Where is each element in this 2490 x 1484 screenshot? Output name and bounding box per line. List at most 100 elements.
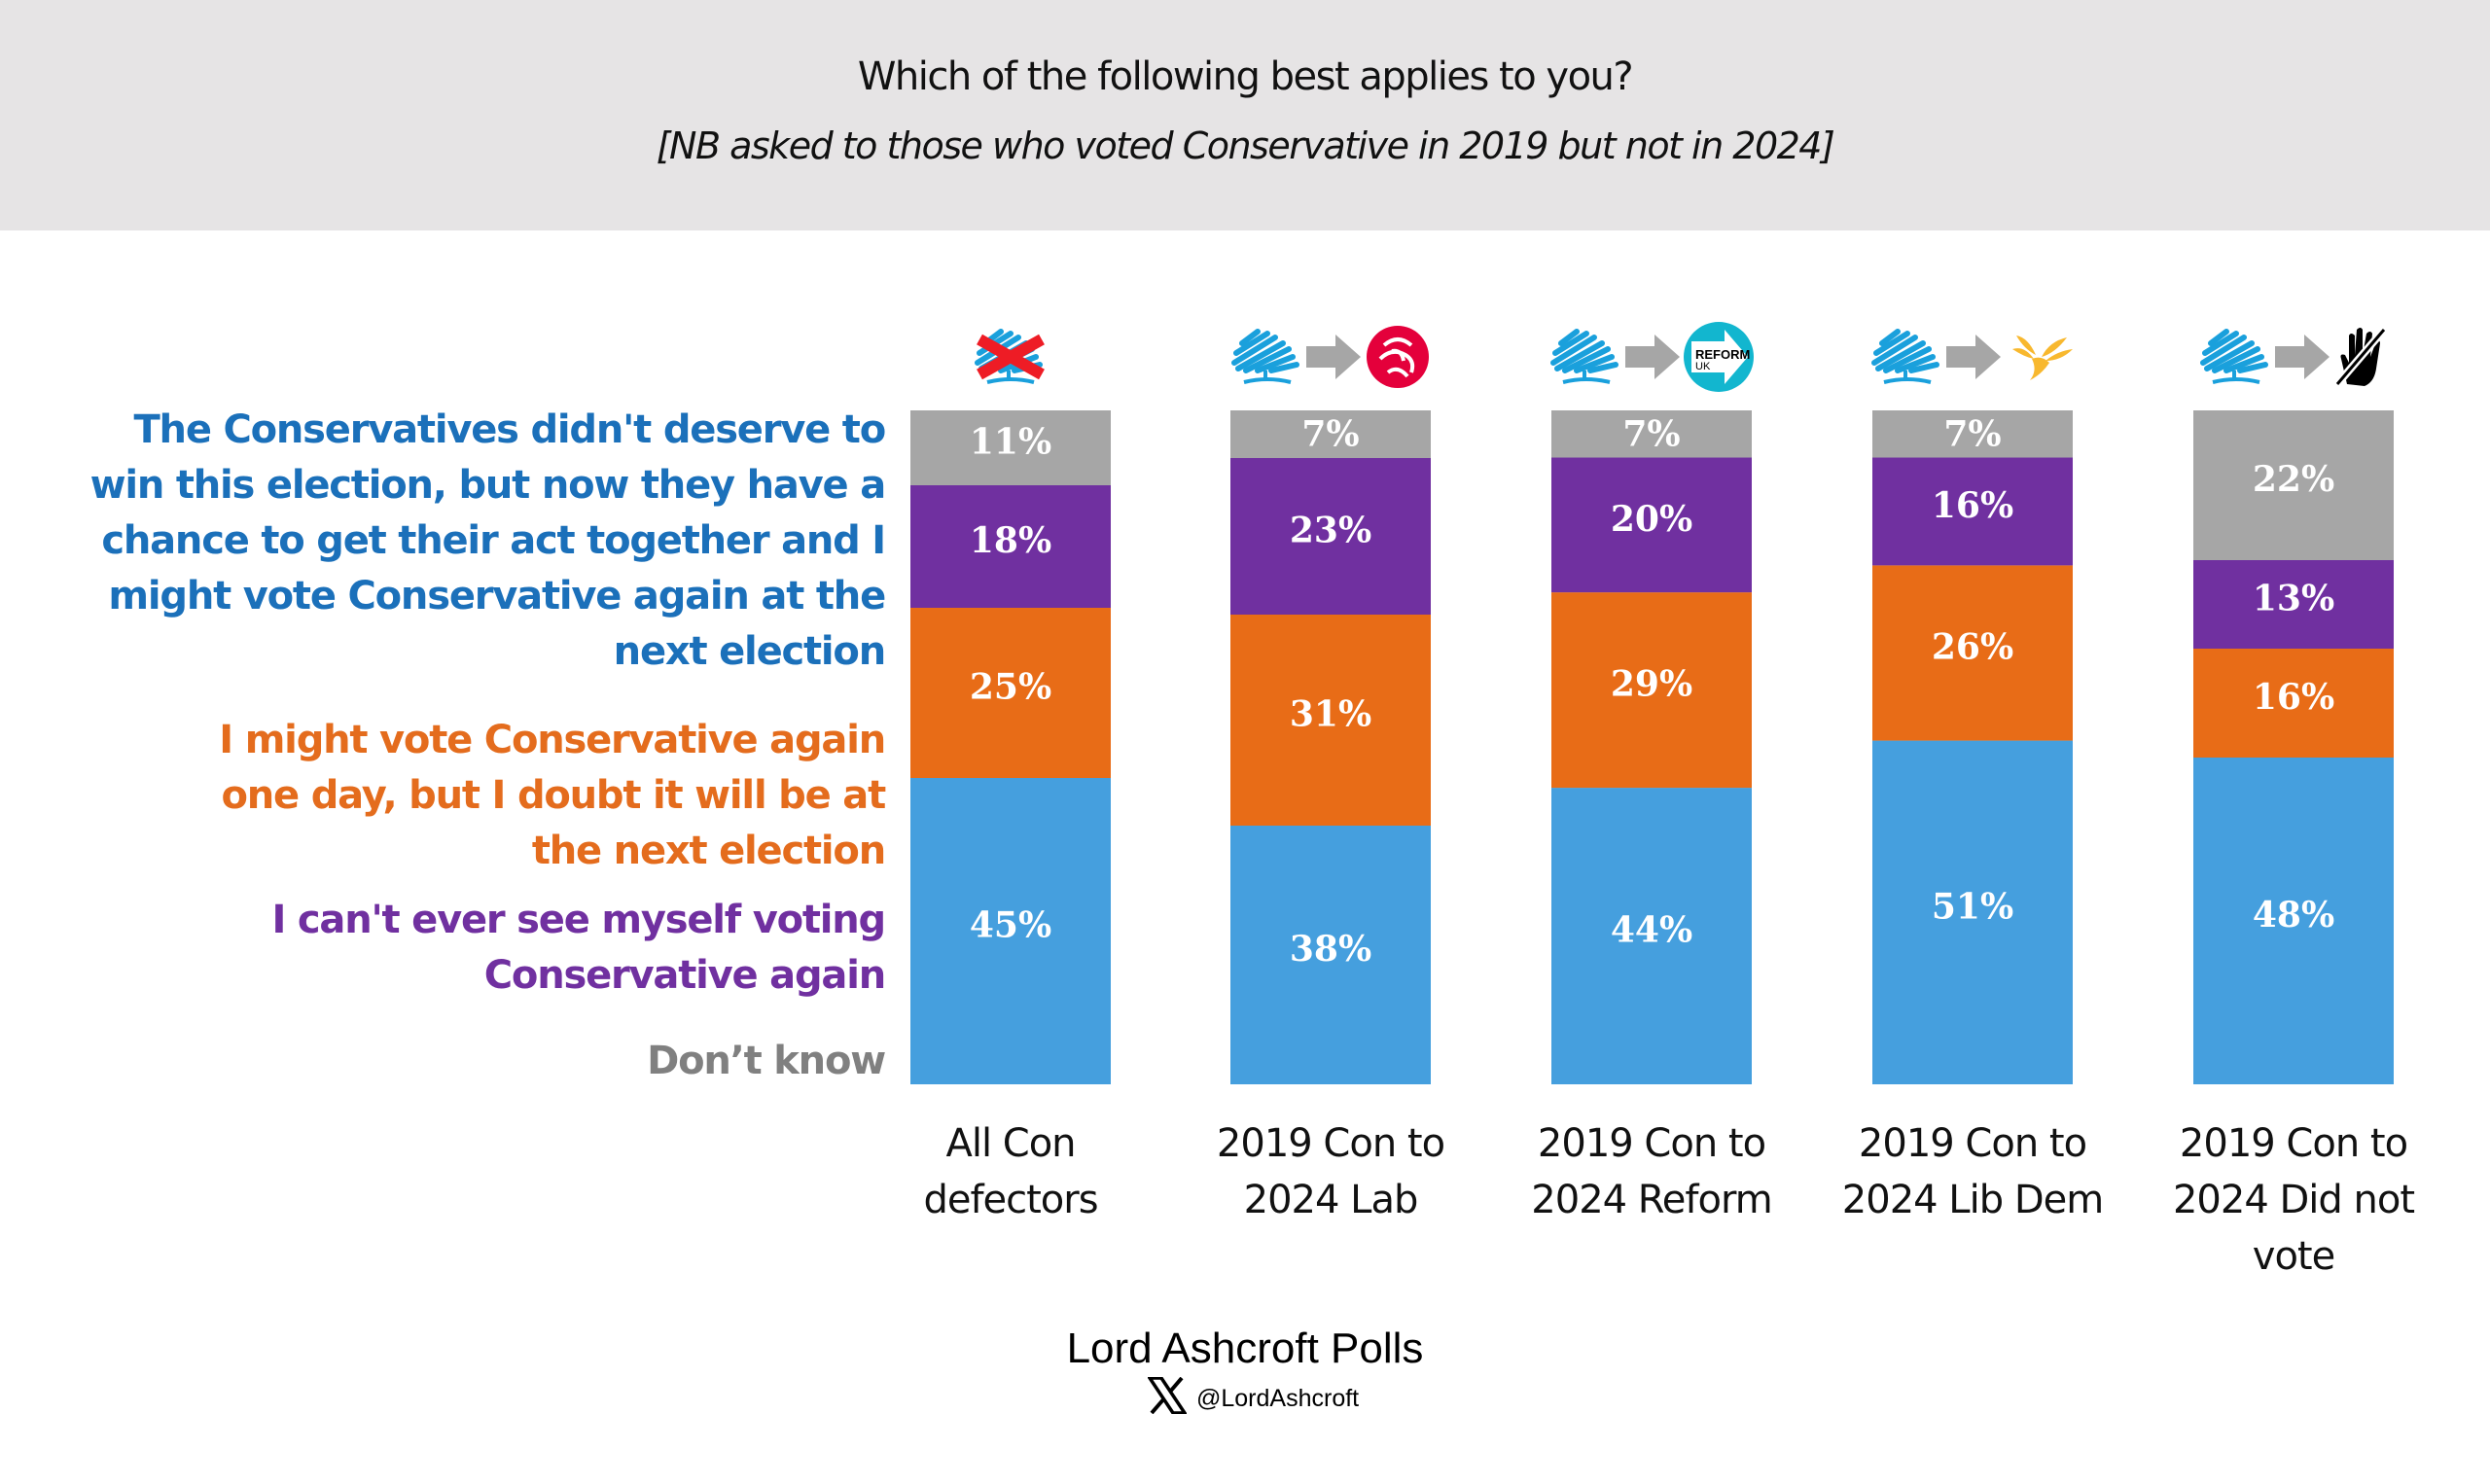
arrow-right-icon xyxy=(2275,333,2331,381)
legend-item: I can't ever see myself voting Conservati… xyxy=(271,893,887,1004)
category-label-line: 2024 Lab xyxy=(1243,1178,1419,1222)
lib-dem-bird-icon xyxy=(2003,328,2077,386)
category-icon-group xyxy=(894,321,1127,393)
reform-uk-icon: REFORM UK xyxy=(1682,320,1756,394)
legend-line: the next election xyxy=(531,829,886,873)
footer-handle-text: @LordAshcroft xyxy=(1196,1385,1360,1412)
bar-stack: 48% 16% 13% 22% xyxy=(2193,410,2394,1084)
bar-segment xyxy=(910,410,1111,485)
bar-stack: 38% 31% 23% 7% xyxy=(1230,410,1431,1084)
bar-segment xyxy=(910,485,1111,608)
bar-segment xyxy=(1872,457,2073,566)
category-label-line: 2019 Con to xyxy=(1537,1121,1766,1166)
data-label: 7% xyxy=(1622,413,1680,454)
bar-stack: 44% 29% 20% 7% xyxy=(1551,410,1752,1084)
conservative-tree-icon xyxy=(1547,326,1625,388)
did-not-vote-hand-icon xyxy=(2331,326,2390,388)
bar-segment xyxy=(1872,565,2073,741)
category-label-line: 2019 Con to xyxy=(1858,1121,2087,1166)
data-label: 13% xyxy=(2253,579,2334,619)
bar-stack: 51% 26% 16% 7% xyxy=(1872,410,2073,1084)
legend-line: chance to get their act together and I xyxy=(101,518,886,563)
data-label: 31% xyxy=(1290,694,1371,735)
category-label-line: defectors xyxy=(923,1178,1098,1222)
data-label: 16% xyxy=(1932,485,2013,526)
legend-line: The Conservatives didn't deserve to xyxy=(133,407,886,452)
footer-social: @LordAshcroft xyxy=(1146,1376,1360,1421)
category-icon-group: REFORM UK xyxy=(1535,321,1768,393)
legend-line: Don’t know xyxy=(647,1039,886,1083)
category-icon-group xyxy=(2177,321,2410,393)
bar-segment xyxy=(1551,410,1752,458)
legend-item: Don’t know xyxy=(647,1034,886,1089)
bar-segment xyxy=(1551,788,1752,1084)
data-label: 20% xyxy=(1611,499,1692,540)
chart-subtitle: [NB asked to those who voted Conservativ… xyxy=(656,124,1835,167)
category-icon-group xyxy=(1856,321,2089,393)
bar-segment xyxy=(1230,458,1431,615)
data-label: 51% xyxy=(1932,886,2013,927)
category-label-line: All Con xyxy=(945,1121,1076,1166)
data-label: 48% xyxy=(2253,895,2334,936)
data-label: 18% xyxy=(970,520,1051,561)
category-icon-group xyxy=(1214,321,1447,393)
legend-line: one day, but I doubt it will be at xyxy=(221,773,886,818)
data-label: 23% xyxy=(1290,511,1371,551)
category-label-line: 2019 Con to xyxy=(2179,1121,2408,1166)
data-label: 7% xyxy=(1943,413,2001,454)
category-label-line: 2024 Did not xyxy=(2172,1178,2415,1222)
category-label-line: 2024 Lib Dem xyxy=(1841,1178,2104,1222)
legend-line: Conservative again xyxy=(483,953,886,998)
header-band: Which of the following best applies to y… xyxy=(0,0,2490,230)
labour-rose-icon xyxy=(1363,322,1433,392)
data-label: 44% xyxy=(1611,910,1692,951)
category-label: 2019 Con to 2024 Lab xyxy=(1185,1115,1476,1228)
footer-brand: Lord Ashcroft Polls xyxy=(1066,1325,1424,1372)
bar-segment xyxy=(2193,758,2394,1084)
data-label: 29% xyxy=(1611,664,1692,705)
legend-item: The Conservatives didn't deserve to win t… xyxy=(89,403,887,680)
conservative-tree-icon xyxy=(2197,326,2275,388)
category-label: All Con defectors xyxy=(865,1115,1156,1228)
category-label-line: 2024 Reform xyxy=(1531,1178,1772,1222)
legend-line: next election xyxy=(613,629,887,674)
bar-segment xyxy=(1230,826,1431,1084)
arrow-right-icon xyxy=(1625,333,1682,381)
category-label-line: 2019 Con to xyxy=(1216,1121,1445,1166)
chart-title: Which of the following best applies to y… xyxy=(857,54,1634,99)
bar-segment xyxy=(1551,457,1752,593)
svg-text:UK: UK xyxy=(1695,361,1711,372)
category-label-line: vote xyxy=(2252,1234,2335,1279)
data-label: 38% xyxy=(1290,929,1371,970)
bar-segment xyxy=(1551,592,1752,789)
bar-segment xyxy=(910,608,1111,778)
legend-line: I might vote Conservative again xyxy=(219,718,886,762)
x-logo-icon xyxy=(1146,1376,1189,1421)
arrow-right-icon xyxy=(1306,333,1363,381)
bar-segment xyxy=(1230,615,1431,826)
bar-segment xyxy=(2193,410,2394,560)
data-label: 45% xyxy=(970,905,1051,946)
legend-line: might vote Conservative again at the xyxy=(108,574,886,618)
data-label: 25% xyxy=(970,667,1051,708)
bar-segment xyxy=(1872,410,2073,458)
conservative-tree-icon xyxy=(1868,326,1946,388)
category-label: 2019 Con to 2024 Lib Dem xyxy=(1827,1115,2118,1228)
category-label: 2019 Con to 2024 Did not vote xyxy=(2148,1115,2439,1285)
legend-line: I can't ever see myself voting xyxy=(271,898,887,942)
bar-stack: 45% 25% 18% 11% xyxy=(910,410,1111,1084)
bar-segment xyxy=(1230,410,1431,458)
conservative-tree-crossed-icon xyxy=(972,326,1049,388)
conservative-tree-icon xyxy=(1228,326,1306,388)
category-label: 2019 Con to 2024 Reform xyxy=(1506,1115,1797,1228)
bar-segment xyxy=(2193,649,2394,758)
data-label: 11% xyxy=(970,422,1051,463)
data-label: 26% xyxy=(1932,626,2013,667)
data-label: 16% xyxy=(2253,677,2334,718)
legend-line: win this election, but now they have a xyxy=(89,463,887,508)
data-label: 7% xyxy=(1301,414,1359,455)
bar-segment xyxy=(2193,560,2394,649)
arrow-right-icon xyxy=(1946,333,2003,381)
svg-text:REFORM: REFORM xyxy=(1695,347,1750,362)
